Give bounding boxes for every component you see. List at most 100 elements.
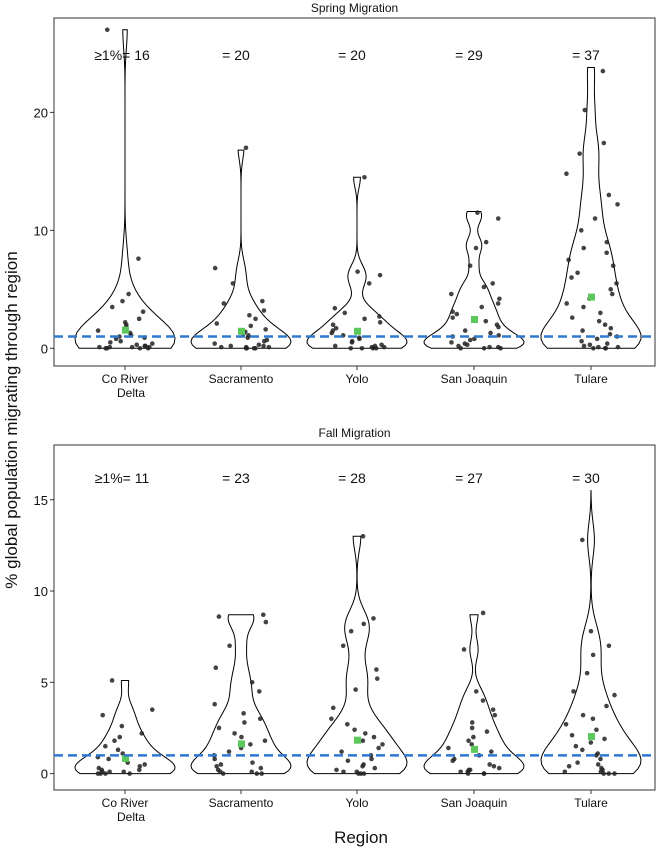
data-point	[596, 318, 602, 324]
data-point	[581, 304, 586, 310]
data-point	[259, 771, 264, 776]
data-point	[593, 753, 599, 758]
data-point	[119, 723, 125, 729]
data-point	[360, 763, 365, 769]
data-point	[490, 281, 495, 286]
data-point	[454, 311, 460, 317]
x-tick-label: Sacramento	[209, 796, 274, 810]
data-point	[107, 769, 112, 775]
data-point	[97, 344, 102, 350]
data-point	[446, 745, 451, 751]
data-point	[580, 747, 585, 753]
violin-shape	[306, 176, 408, 349]
data-point	[594, 727, 599, 733]
data-point	[221, 301, 227, 306]
data-point	[564, 301, 570, 306]
data-point	[450, 758, 456, 764]
data-point	[106, 756, 111, 762]
data-point	[606, 192, 612, 198]
data-point	[487, 762, 492, 767]
data-point	[590, 652, 596, 658]
data-point	[372, 765, 378, 771]
data-point	[376, 745, 381, 751]
data-point	[149, 341, 155, 346]
data-point	[341, 769, 346, 775]
data-point	[117, 734, 123, 740]
data-point	[348, 628, 354, 634]
data-point	[121, 769, 127, 775]
data-point	[249, 769, 254, 775]
data-point	[243, 346, 249, 351]
data-point	[615, 202, 620, 207]
data-point	[248, 323, 254, 329]
data-point	[602, 322, 608, 328]
spring-migration-panel: Spring Migration 0 10 20 Co River Delta ≥1%= 1…	[34, 1, 656, 400]
x-tick-label: Co River Delta	[102, 796, 149, 824]
data-point	[450, 309, 455, 315]
y-tick-label: 10	[34, 223, 48, 238]
data-point	[590, 716, 596, 722]
data-point	[609, 291, 615, 297]
data-point	[450, 315, 456, 320]
data-point	[496, 765, 502, 771]
data-point	[330, 705, 336, 711]
data-point	[249, 680, 255, 685]
data-point	[139, 731, 145, 736]
count-label: = 23	[222, 470, 250, 486]
data-point	[214, 763, 219, 769]
data-point	[580, 537, 585, 543]
data-point	[330, 322, 336, 328]
data-point	[370, 346, 376, 351]
data-point	[216, 725, 222, 731]
data-point	[253, 316, 258, 322]
data-point	[615, 344, 621, 350]
data-point	[598, 310, 603, 316]
mean-marker	[238, 327, 245, 335]
data-point	[580, 328, 585, 333]
data-point	[142, 762, 147, 767]
data-point	[263, 619, 269, 625]
x-tick-label: Yolo	[346, 796, 369, 810]
data-point	[595, 762, 601, 767]
data-point	[334, 767, 339, 773]
data-point	[582, 107, 588, 113]
data-point	[566, 763, 572, 769]
data-point	[258, 765, 264, 771]
data-point	[362, 731, 368, 736]
data-point	[377, 272, 383, 278]
data-point	[260, 298, 265, 304]
data-point	[100, 712, 106, 718]
data-point	[362, 174, 367, 180]
mean-marker	[354, 327, 361, 335]
panel-title: Spring Migration	[311, 1, 398, 15]
data-point	[579, 338, 584, 344]
data-point	[136, 767, 142, 773]
x-tick-label: Tulare	[574, 372, 608, 386]
data-point	[362, 316, 367, 322]
mean-marker	[122, 754, 129, 762]
data-point	[569, 315, 575, 320]
data-point	[262, 738, 268, 744]
data-point	[608, 325, 614, 331]
x-tick-label: San Joaquin	[441, 372, 508, 386]
violin-shape	[190, 149, 292, 349]
data-point	[587, 342, 593, 348]
data-point	[104, 27, 110, 33]
data-point	[361, 621, 367, 627]
violin-shape	[423, 210, 525, 349]
data-point	[602, 736, 607, 742]
data-point	[261, 338, 267, 344]
data-point	[467, 337, 473, 343]
data-point	[608, 287, 614, 292]
data-point	[254, 771, 260, 776]
x-tick-label: Tulare	[574, 796, 608, 810]
data-point	[488, 330, 493, 336]
data-point	[467, 263, 473, 269]
data-point	[136, 256, 141, 261]
data-point	[332, 343, 338, 349]
mean-marker	[354, 736, 361, 744]
data-point	[256, 689, 262, 694]
data-point	[360, 533, 366, 539]
data-point	[481, 771, 487, 776]
data-point	[95, 328, 101, 333]
